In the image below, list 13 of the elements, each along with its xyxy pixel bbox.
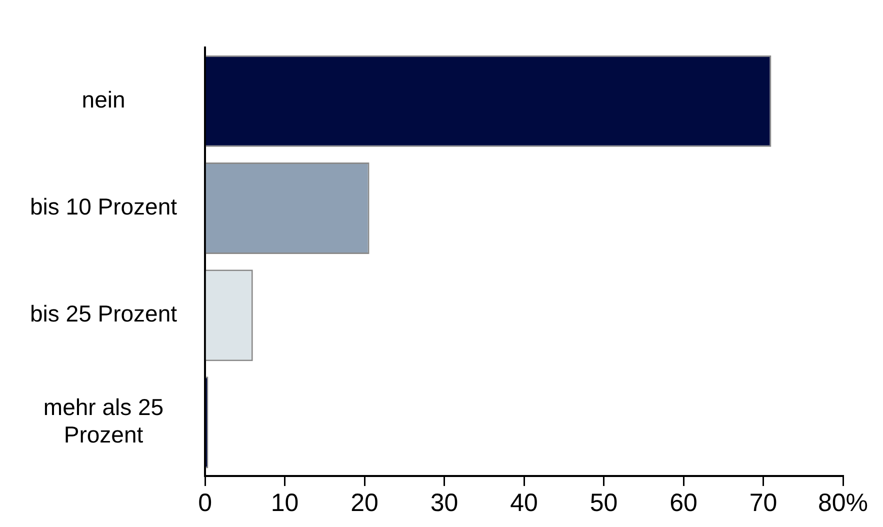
y-tick-label: bis 25 Prozent — [30, 300, 178, 327]
x-tick-label: 70 — [749, 488, 778, 517]
y-tick-label: mehr als 25 Prozent — [43, 394, 164, 448]
x-tick-label: 60 — [670, 488, 698, 517]
x-tick-label: 80% — [818, 488, 868, 517]
x-tick-label: 40 — [510, 488, 538, 517]
x-tick-label: 0 — [198, 488, 212, 517]
y-tick-label: nein — [82, 86, 126, 112]
x-tick-label: 50 — [590, 488, 618, 517]
y-tick-label: bis 10 Prozent — [30, 194, 178, 220]
x-tick-label: 20 — [350, 488, 378, 517]
x-tick-label: 30 — [430, 488, 458, 517]
x-tick-label: 10 — [270, 488, 299, 517]
